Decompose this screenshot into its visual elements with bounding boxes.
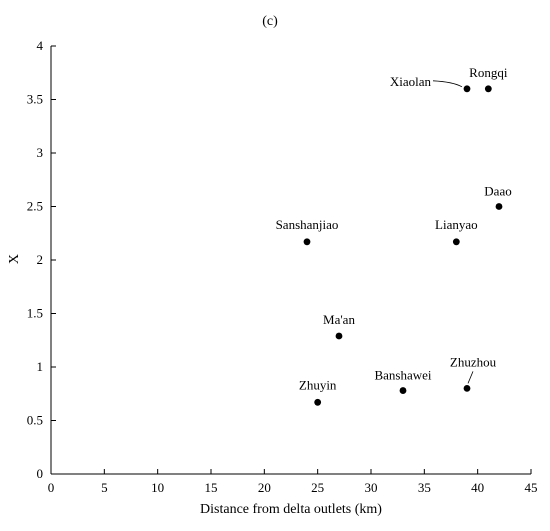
y-tick-label: 3.5 (27, 92, 43, 107)
x-tick-label: 30 (365, 480, 378, 495)
x-tick-label: 15 (205, 480, 218, 495)
point-label-daao: Daao (484, 184, 511, 199)
y-tick-label: 1 (37, 359, 44, 374)
point-zhuzhou (463, 385, 471, 392)
leader-line-zhuzhou (467, 371, 474, 384)
data-points: Xiaolan Rongqi Daao Sanshanjiao Lianyao Ma'an… (276, 65, 512, 406)
point-ma-an (335, 332, 343, 340)
point-label-sanshanjiao: Sanshanjiao (276, 217, 339, 232)
x-tick-label: 20 (258, 480, 271, 495)
y-tick-label: 4 (37, 38, 44, 53)
x-tick-label: 40 (471, 480, 484, 495)
point-label-rongqi: Rongqi (469, 65, 508, 80)
y-tick-label: 3 (37, 145, 44, 160)
x-tick-label: 10 (151, 480, 164, 495)
point-daao (495, 203, 503, 210)
y-tick-label: 0.5 (27, 413, 43, 428)
x-tick-label: 0 (48, 480, 55, 495)
point-label-xiaolan: Xiaolan (390, 74, 432, 89)
x-axis-label: Distance from delta outlets (km) (200, 502, 382, 517)
x-tick-label: 25 (311, 480, 324, 495)
leader-line-xiaolan (432, 80, 463, 88)
point-lianyao (452, 238, 460, 246)
point-label-lianyao: Lianyao (435, 217, 478, 232)
y-axis-label: X (7, 254, 22, 264)
point-sanshanjiao (303, 238, 311, 246)
chart-title: (c) (262, 14, 278, 29)
point-label-zhuyin: Zhuyin (299, 377, 337, 392)
x-tick-label: 35 (418, 480, 431, 495)
point-label-banshawei: Banshawei (374, 368, 431, 383)
point-rongqi (484, 85, 492, 93)
x-tick-label: 5 (101, 480, 108, 495)
axes: 0 5 10 15 20 25 30 35 40 45 0 0.5 1 1.5 2 2.5 3 3.5 4 (27, 38, 538, 495)
point-label-ma-an: Ma'an (323, 312, 355, 327)
point-xiaolan (463, 85, 471, 93)
y-tick-label: 0 (37, 466, 44, 481)
point-label-zhuzhou: Zhuzhou (450, 354, 497, 369)
point-zhuyin (314, 398, 322, 406)
x-tick-label: 45 (525, 480, 538, 495)
point-banshawei (399, 387, 407, 394)
y-tick-label: 1.5 (27, 306, 43, 321)
y-tick-label: 2 (37, 252, 44, 267)
y-tick-label: 2.5 (27, 199, 43, 214)
